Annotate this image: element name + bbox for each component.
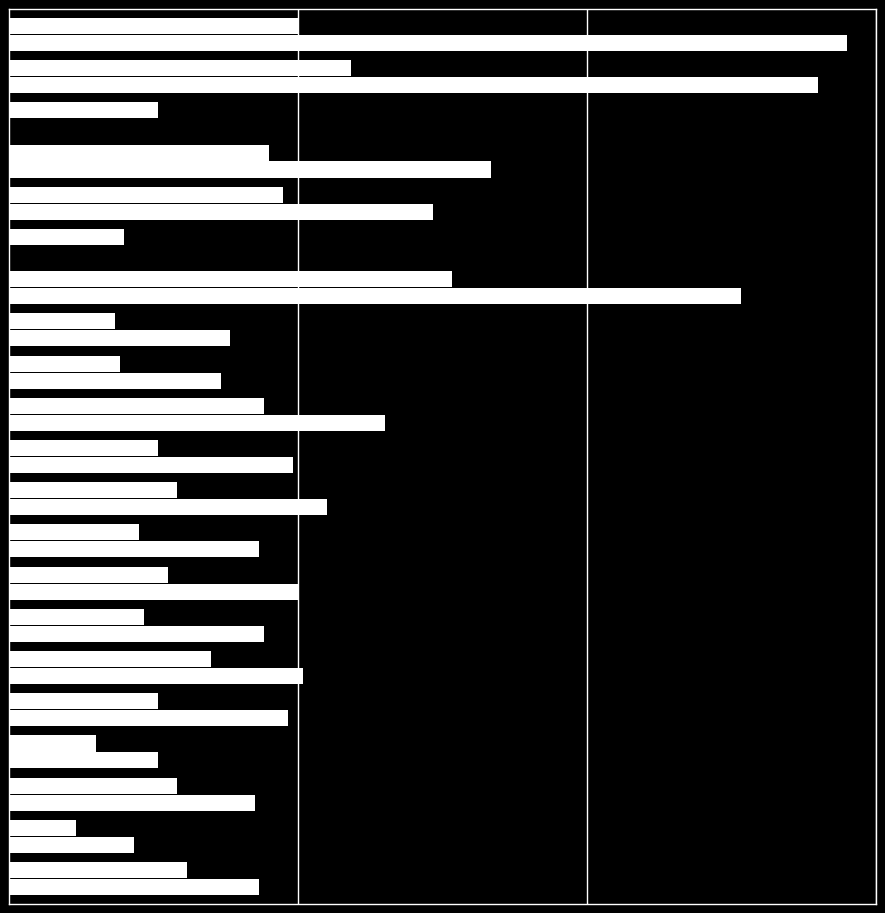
- Bar: [9, 356, 119, 372]
- Bar: [9, 373, 221, 389]
- Bar: [9, 736, 96, 751]
- Bar: [9, 820, 76, 836]
- Bar: [9, 18, 298, 34]
- Bar: [9, 35, 847, 51]
- Bar: [9, 524, 139, 540]
- Bar: [9, 456, 293, 473]
- Bar: [9, 668, 303, 684]
- Bar: [9, 710, 289, 726]
- Bar: [9, 693, 158, 709]
- Bar: [9, 836, 135, 853]
- Bar: [9, 778, 178, 793]
- Bar: [9, 482, 178, 498]
- Bar: [9, 499, 327, 515]
- Bar: [9, 187, 283, 203]
- Bar: [9, 204, 433, 220]
- Bar: [9, 331, 230, 346]
- Bar: [9, 60, 351, 76]
- Bar: [9, 77, 819, 93]
- Bar: [9, 271, 452, 288]
- Bar: [9, 313, 115, 330]
- Bar: [9, 752, 158, 769]
- Bar: [9, 625, 265, 642]
- Bar: [9, 289, 742, 304]
- Bar: [9, 102, 158, 119]
- Bar: [9, 162, 490, 177]
- Bar: [9, 651, 212, 667]
- Bar: [9, 440, 158, 456]
- Bar: [9, 879, 259, 895]
- Bar: [9, 415, 385, 431]
- Bar: [9, 541, 259, 557]
- Bar: [9, 609, 143, 624]
- Bar: [9, 144, 269, 161]
- Bar: [9, 862, 187, 878]
- Bar: [9, 567, 168, 582]
- Bar: [9, 398, 265, 414]
- Bar: [9, 794, 255, 811]
- Bar: [9, 229, 125, 245]
- Bar: [9, 583, 298, 600]
